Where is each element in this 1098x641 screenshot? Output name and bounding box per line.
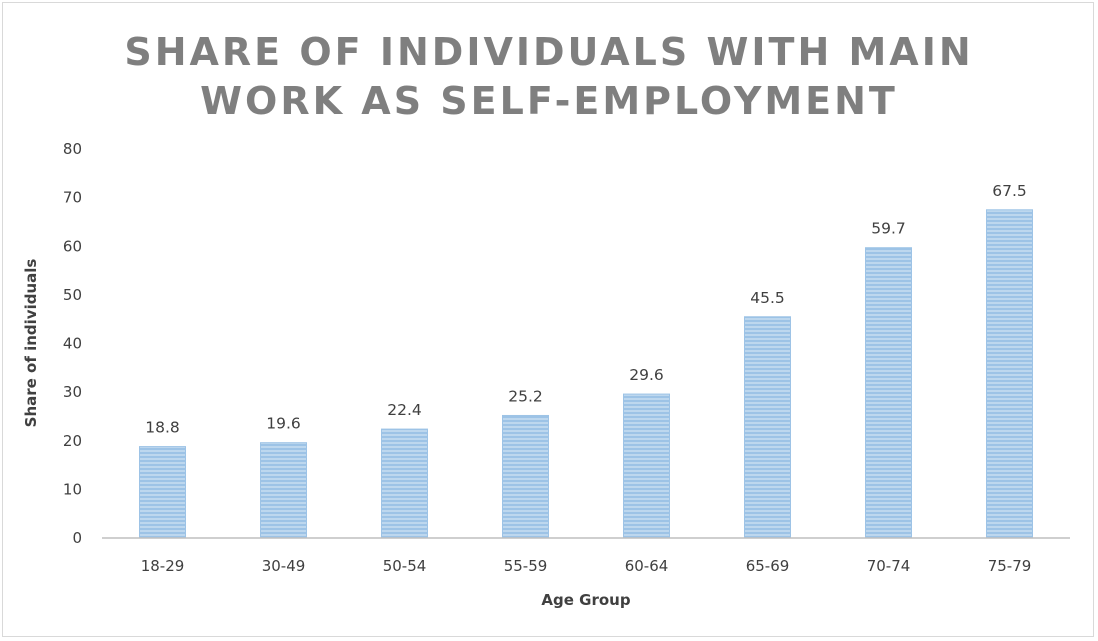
bar [260, 442, 307, 539]
bar [744, 316, 791, 539]
y-tick-label: 30 [63, 383, 82, 401]
x-axis-title: Age Group [541, 591, 630, 609]
y-tick-label: 80 [63, 140, 82, 158]
x-tick-label: 70-74 [867, 557, 911, 575]
y-axis-ticks: 0 10 20 30 40 50 60 70 80 [63, 140, 82, 547]
bar [502, 414, 549, 539]
data-label: 29.6 [629, 366, 664, 384]
y-tick-label: 60 [63, 237, 82, 255]
x-axis-ticks: 18-29 30-49 50-54 55-59 60-64 65-69 70-74 75-79 [141, 557, 1032, 575]
x-tick-label: 30-49 [262, 557, 306, 575]
bars [139, 209, 1033, 539]
chart-title: SHARE OF INDIVIDUALS WITH MAIN WORK AS S… [124, 30, 974, 123]
y-tick-label: 0 [72, 529, 82, 547]
y-tick-label: 20 [63, 432, 82, 450]
x-tick-label: 60-64 [625, 557, 669, 575]
x-tick-label: 75-79 [988, 557, 1032, 575]
x-tick-label: 18-29 [141, 557, 185, 575]
data-label: 25.2 [508, 387, 543, 405]
bar [623, 393, 670, 539]
y-tick-label: 40 [63, 335, 82, 353]
bar [381, 428, 428, 539]
y-tick-label: 70 [63, 189, 82, 207]
y-tick-label: 50 [63, 286, 82, 304]
x-tick-label: 65-69 [746, 557, 790, 575]
data-labels: 18.8 19.6 22.4 25.2 29.6 45.5 59.7 67.5 [145, 182, 1027, 437]
y-tick-label: 10 [63, 480, 82, 498]
data-label: 59.7 [871, 220, 906, 238]
data-label: 67.5 [992, 182, 1027, 200]
x-tick-label: 50-54 [383, 557, 427, 575]
y-axis-title: Share of individuals [22, 259, 40, 428]
bar [865, 247, 912, 539]
bar [986, 209, 1033, 539]
data-label: 45.5 [750, 289, 785, 307]
data-label: 18.8 [145, 419, 180, 437]
bar [139, 446, 186, 539]
data-label: 19.6 [266, 415, 301, 433]
data-label: 22.4 [387, 401, 422, 419]
x-tick-label: 55-59 [504, 557, 548, 575]
